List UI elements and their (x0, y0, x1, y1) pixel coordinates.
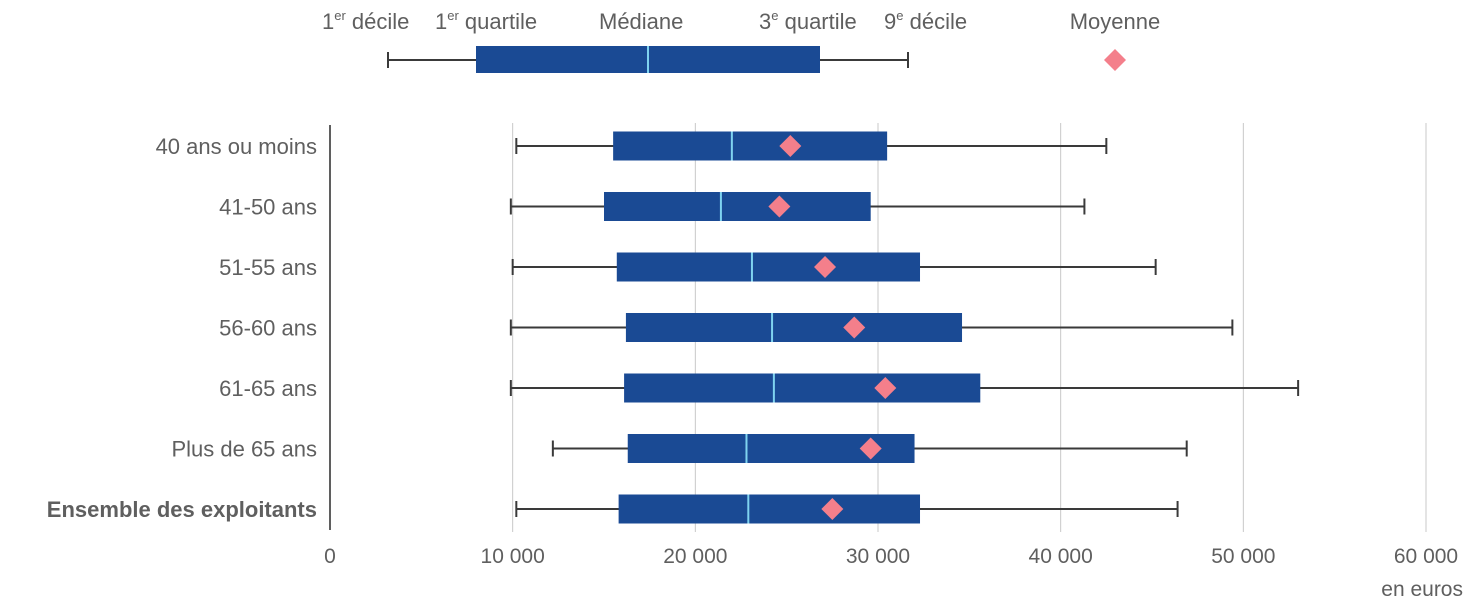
legend-mean-label: Moyenne (1070, 9, 1161, 34)
legend: 1er décile 1er quartile Médiane 3e quart… (322, 8, 1160, 73)
box-row (509, 313, 1234, 342)
iqr-box (618, 494, 921, 524)
x-tick-label: 20 000 (663, 545, 727, 568)
iqr-box (604, 192, 871, 221)
iqr-box (616, 252, 921, 282)
legend-median-label: Médiane (599, 9, 683, 34)
iqr-box (613, 131, 888, 161)
legend-d1-label: 1er décile (322, 8, 409, 34)
box-row (509, 373, 1300, 403)
mean-marker (821, 498, 844, 520)
mean-marker (779, 135, 802, 157)
box-row (511, 252, 1157, 282)
category-label: 56-60 ans (219, 316, 317, 341)
category-labels: 40 ans ou moins 41-50 ans 51-55 ans 56-60 a… (47, 134, 317, 522)
box-row (515, 131, 1108, 161)
box-row (509, 192, 1086, 221)
x-tick-label: 0 (324, 545, 336, 568)
iqr-box (624, 373, 981, 403)
category-label: Plus de 65 ans (171, 437, 317, 462)
category-label: 40 ans ou moins (156, 134, 317, 159)
mean-marker (874, 377, 897, 399)
x-tick-label: 10 000 (481, 545, 545, 568)
box-row (515, 494, 1179, 524)
mean-marker (843, 316, 866, 339)
legend-q3-label: 3e quartile (759, 8, 857, 34)
mean-marker (859, 437, 882, 460)
legend-mean-marker (1104, 49, 1126, 71)
category-label: 41-50 ans (219, 195, 317, 220)
category-label: 51-55 ans (219, 255, 317, 280)
legend-q1-label: 1er quartile (435, 8, 537, 34)
x-tick-label: 30 000 (846, 545, 910, 568)
iqr-box (625, 313, 963, 342)
x-axis: 0 10 000 20 000 30 000 40 000 50 000 60 000 (324, 545, 1458, 568)
plot-area (509, 131, 1300, 524)
x-tick-label: 60 000 (1394, 545, 1458, 568)
category-label: 61-65 ans (219, 376, 317, 401)
mean-marker (768, 195, 791, 218)
x-tick-label: 40 000 (1029, 545, 1093, 568)
x-axis-label: en euros (1381, 578, 1463, 601)
x-tick-label: 50 000 (1211, 545, 1275, 568)
category-label: Ensemble des exploitants (47, 497, 317, 522)
legend-d9-label: 9e décile (884, 8, 967, 34)
mean-marker (814, 256, 837, 278)
box-row (551, 434, 1188, 463)
